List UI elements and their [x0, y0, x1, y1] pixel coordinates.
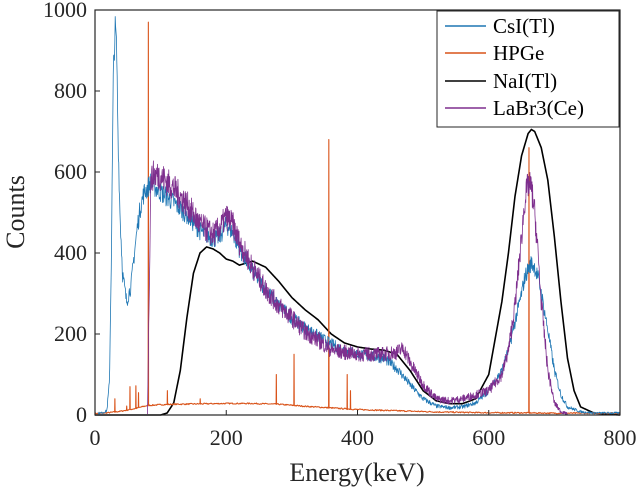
- x-tick-label: 400: [341, 425, 374, 450]
- y-tick-label: 200: [54, 321, 87, 346]
- series-line-labr: [147, 160, 568, 415]
- x-tick-label: 200: [210, 425, 243, 450]
- y-tick-label: 400: [54, 240, 87, 265]
- series-layer: [94, 16, 621, 416]
- y-axis-title: Counts: [1, 175, 30, 249]
- x-axis-title: Energy(keV): [289, 458, 424, 487]
- x-tick-label: 0: [90, 425, 101, 450]
- legend-label-labr: LaBr3(Ce): [493, 96, 584, 120]
- y-tick-label: 600: [54, 159, 87, 184]
- legend: CsI(Tl) HPGe NaI(Tl) LaBr3(Ce): [436, 10, 620, 128]
- x-tick-label: 600: [472, 425, 505, 450]
- y-tick-label: 0: [76, 402, 87, 427]
- ticks-layer: 0 200 400 600 800 0 200 400 600 800 1000: [43, 0, 637, 450]
- y-tick-label: 800: [54, 78, 87, 103]
- series-line-nai: [94, 128, 621, 416]
- y-tick-label: 1000: [43, 0, 87, 22]
- legend-label-csi: CsI(Tl): [493, 14, 555, 38]
- legend-label-hpge: HPGe: [493, 41, 544, 65]
- series-line-hpge: [94, 21, 621, 415]
- x-tick-label: 800: [604, 425, 637, 450]
- legend-label-nai: NaI(Tl): [493, 69, 557, 93]
